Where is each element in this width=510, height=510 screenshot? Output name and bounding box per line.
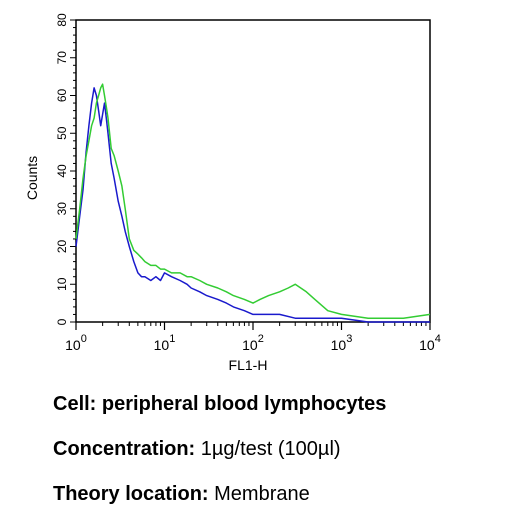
cell-caption-key: Cell: <box>53 393 97 415</box>
x-tick-label: 101 <box>154 333 176 353</box>
cell-caption: Cell: peripheral blood lymphocytes <box>53 393 386 416</box>
x-tick-label: 100 <box>65 333 87 353</box>
y-tick-label: 30 <box>55 202 69 216</box>
histogram-chart: 0 10 20 30 40 50 60 70 80 100 101 102 103 104 FL1-H C… <box>24 13 441 373</box>
y-tick-label: 70 <box>55 51 69 65</box>
location-caption: Theory location: Membrane <box>53 483 310 506</box>
y-tick-label: 50 <box>55 126 69 140</box>
y-tick-label: 10 <box>55 277 69 291</box>
y-tick-label: 0 <box>55 318 69 325</box>
location-caption-value: Membrane <box>214 483 310 505</box>
cell-caption-value: peripheral blood lymphocytes <box>101 393 387 415</box>
series-line-2 <box>75 83 431 319</box>
x-tick-label: 104 <box>419 333 441 353</box>
axes: 0 10 20 30 40 50 60 70 80 100 101 102 103 104 <box>55 13 441 353</box>
series-lines <box>75 83 431 323</box>
plot-frame <box>75 19 431 323</box>
y-tick-label: 80 <box>55 13 69 27</box>
y-axis-label: Counts <box>24 156 40 200</box>
concentration-caption: Concentration: 1µg/test (100µl) <box>53 438 341 461</box>
x-tick-label: 102 <box>242 333 264 353</box>
location-caption-key: Theory location: <box>53 483 209 505</box>
concentration-caption-value: 1µg/test (100µl) <box>200 438 341 460</box>
concentration-caption-key: Concentration: <box>53 438 196 460</box>
y-tick-label: 60 <box>55 89 69 103</box>
series-line-1 <box>75 87 430 323</box>
y-tick-label: 40 <box>55 164 69 178</box>
x-axis-label: FL1-H <box>229 357 268 373</box>
x-tick-label: 103 <box>331 333 353 353</box>
y-tick-label: 20 <box>55 240 69 254</box>
